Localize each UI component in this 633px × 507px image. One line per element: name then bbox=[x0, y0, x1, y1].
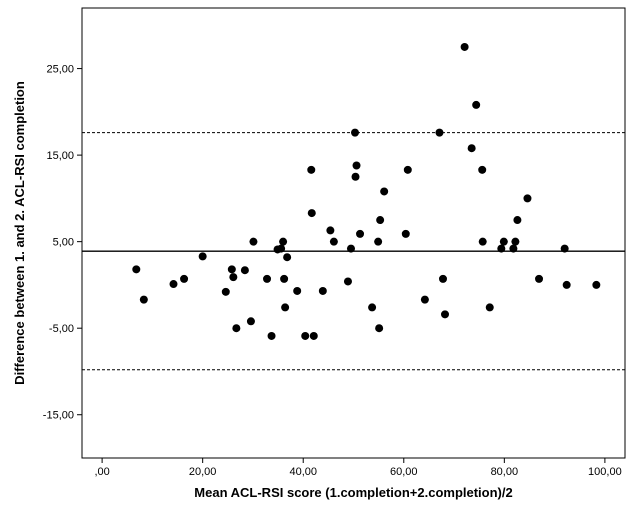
data-point bbox=[283, 253, 291, 261]
data-point bbox=[199, 252, 207, 260]
data-point bbox=[497, 245, 505, 253]
data-point bbox=[513, 216, 521, 224]
x-tick-label: 60,00 bbox=[390, 466, 418, 478]
data-point bbox=[376, 216, 384, 224]
y-axis-title: Difference between 1. and 2. ACL-RSI com… bbox=[12, 81, 27, 385]
data-point bbox=[307, 166, 315, 174]
data-point bbox=[326, 226, 334, 234]
data-point bbox=[561, 245, 569, 253]
data-point bbox=[478, 166, 486, 174]
data-point bbox=[439, 275, 447, 283]
data-point bbox=[380, 187, 388, 195]
data-point bbox=[268, 332, 276, 340]
data-point bbox=[368, 303, 376, 311]
data-point bbox=[249, 238, 257, 246]
data-point bbox=[247, 317, 255, 325]
data-point bbox=[232, 324, 240, 332]
data-point bbox=[500, 238, 508, 246]
data-point bbox=[228, 265, 236, 273]
data-point bbox=[319, 287, 327, 295]
x-tick-label: 100,00 bbox=[588, 466, 622, 478]
data-point bbox=[374, 238, 382, 246]
x-tick-label: 20,00 bbox=[189, 466, 217, 478]
data-point bbox=[441, 310, 449, 318]
data-point bbox=[281, 303, 289, 311]
data-point bbox=[279, 238, 287, 246]
data-point bbox=[404, 166, 412, 174]
data-point bbox=[461, 43, 469, 51]
data-point bbox=[241, 266, 249, 274]
x-axis-title: Mean ACL-RSI score (1.completion+2.compl… bbox=[194, 485, 512, 500]
data-point bbox=[486, 303, 494, 311]
data-point bbox=[352, 173, 360, 181]
data-point bbox=[421, 296, 429, 304]
y-tick-label: 15,00 bbox=[46, 150, 74, 162]
x-tick-label: 80,00 bbox=[491, 466, 519, 478]
y-tick-label: 25,00 bbox=[46, 64, 74, 76]
data-point bbox=[351, 129, 359, 137]
data-point bbox=[222, 288, 230, 296]
data-point bbox=[170, 280, 178, 288]
data-point bbox=[330, 238, 338, 246]
data-point bbox=[132, 265, 140, 273]
data-point bbox=[180, 275, 188, 283]
data-point bbox=[592, 281, 600, 289]
data-point bbox=[140, 296, 148, 304]
data-point bbox=[280, 275, 288, 283]
data-point bbox=[509, 245, 517, 253]
data-point bbox=[344, 277, 352, 285]
x-tick-label: 40,00 bbox=[289, 466, 317, 478]
data-point bbox=[310, 332, 318, 340]
data-point bbox=[229, 273, 237, 281]
data-point bbox=[277, 245, 285, 253]
data-point bbox=[523, 194, 531, 202]
data-point bbox=[472, 101, 480, 109]
data-point bbox=[511, 238, 519, 246]
data-point bbox=[308, 209, 316, 217]
data-point bbox=[468, 144, 476, 152]
data-point bbox=[535, 275, 543, 283]
data-point bbox=[301, 332, 309, 340]
y-tick-label: -15,00 bbox=[43, 410, 74, 422]
data-point bbox=[356, 230, 364, 238]
y-tick-label: 5,00 bbox=[53, 237, 74, 249]
y-tick-label: -5,00 bbox=[49, 323, 74, 335]
data-point bbox=[375, 324, 383, 332]
data-point bbox=[479, 238, 487, 246]
data-point bbox=[402, 230, 410, 238]
data-point bbox=[563, 281, 571, 289]
data-point bbox=[353, 162, 361, 170]
data-point bbox=[293, 287, 301, 295]
data-point bbox=[263, 275, 271, 283]
x-tick-label: ,00 bbox=[94, 466, 109, 478]
data-point bbox=[347, 245, 355, 253]
data-point bbox=[435, 129, 443, 137]
